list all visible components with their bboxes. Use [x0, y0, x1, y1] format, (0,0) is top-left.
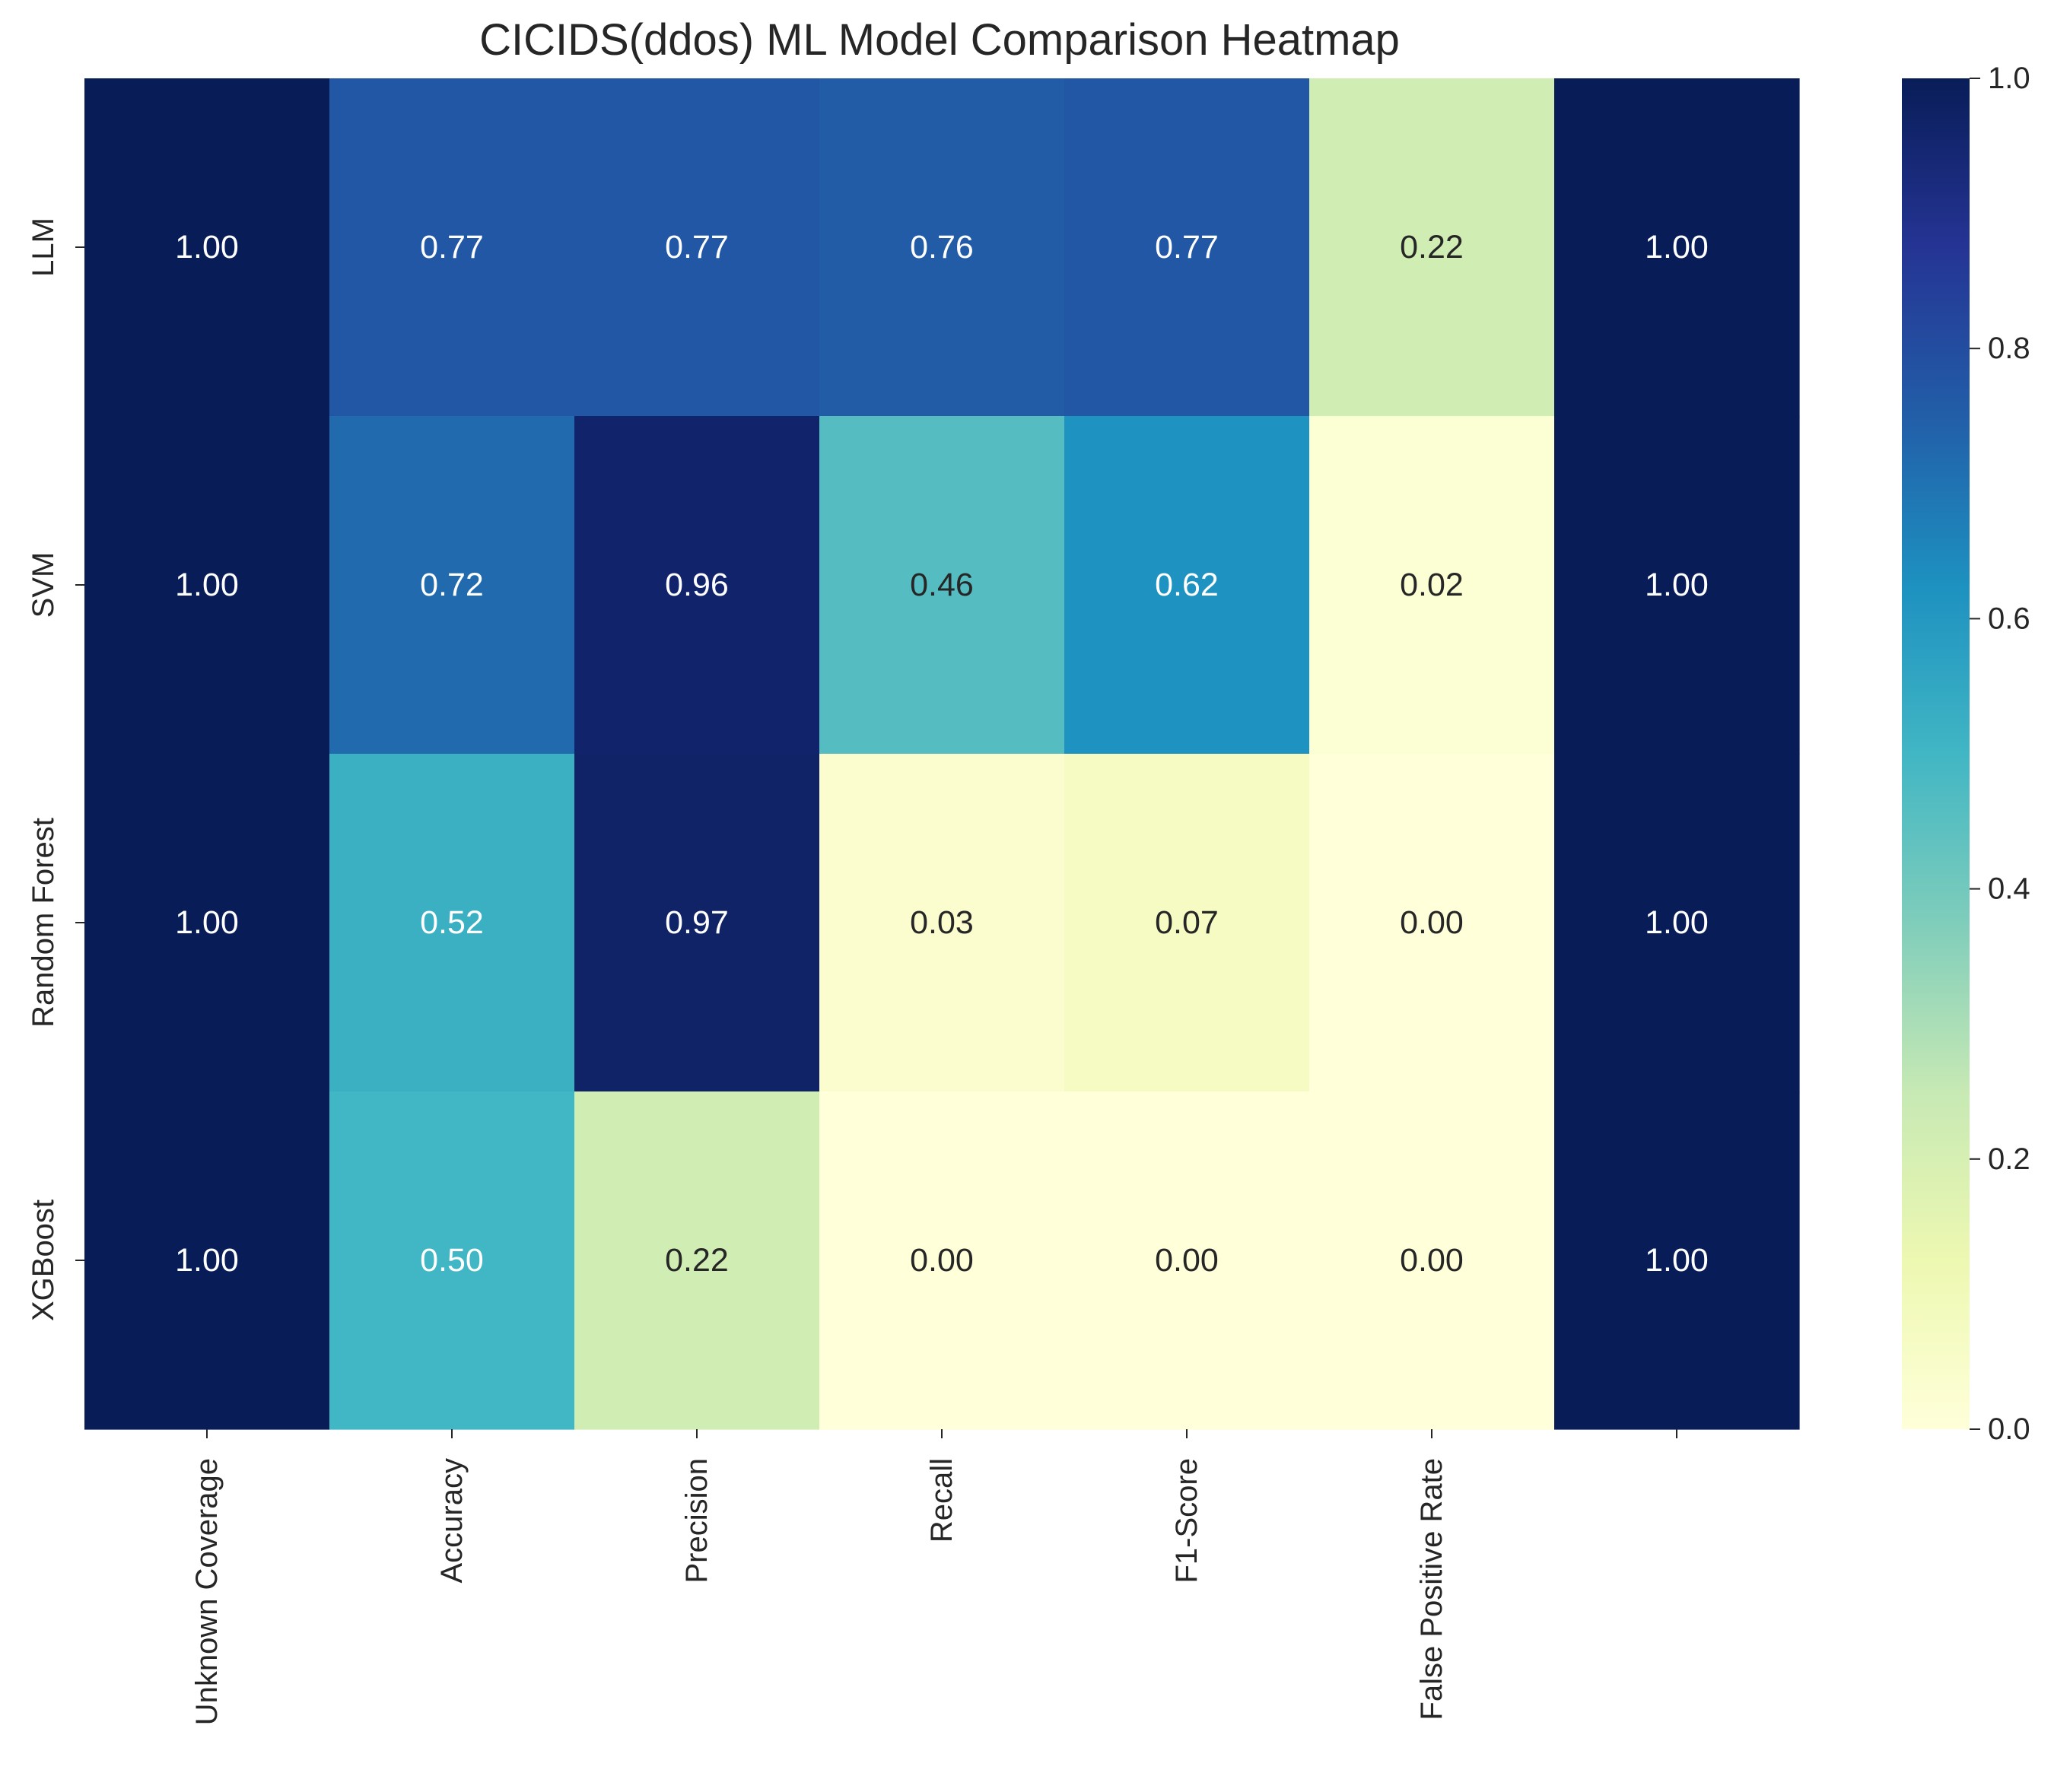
x-tick-label: Precision: [680, 1458, 714, 1584]
heatmap-cell: [1309, 78, 1555, 417]
x-tick-label: False Positive Rate: [1415, 1458, 1448, 1721]
cell-value-label: 0.62: [1155, 567, 1219, 603]
cell-value-label: 0.22: [1400, 229, 1464, 265]
chart-title: CICIDS(ddos) ML Model Comparison Heatmap: [479, 15, 1400, 65]
x-tick-label: Unknown Coverage: [190, 1458, 224, 1725]
heatmap-cell: [1554, 416, 1800, 755]
heatmap-cell: [329, 78, 575, 417]
cell-value-label: 1.00: [175, 1242, 239, 1279]
heatmap-cell: [1554, 754, 1800, 1092]
heatmap-cell: [574, 416, 820, 755]
cell-value-label: 0.50: [420, 1242, 484, 1279]
y-tick-label: SVM: [27, 552, 60, 618]
colorbar: 0.0 0.2 0.4 0.6 0.8 1.0: [1902, 62, 2030, 1446]
heatmap-cell: [819, 754, 1065, 1092]
y-tick-label: XGBoost: [27, 1199, 60, 1321]
cell-value-label: 1.00: [1645, 567, 1709, 603]
heatmap-cell: [329, 416, 575, 755]
cell-value-label: 0.77: [1155, 229, 1219, 265]
x-tick-label: F1-Score: [1170, 1458, 1204, 1584]
heatmap-cell: [574, 78, 820, 417]
cell-value-label: 0.03: [910, 904, 974, 941]
colorbar-tick-label: 0.8: [1988, 332, 2030, 365]
cell-value-label: 0.72: [420, 567, 484, 603]
colorbar-gradient: [1902, 78, 1970, 1429]
cell-value-label: 0.07: [1155, 904, 1219, 941]
cell-value-label: 0.46: [910, 567, 974, 603]
cell-value-label: 0.00: [1400, 904, 1464, 941]
heatmap-cells: [84, 78, 1800, 1430]
cell-value-label: 0.00: [1400, 1242, 1464, 1279]
cell-value-label: 0.52: [420, 904, 484, 941]
heatmap-cell: [1064, 754, 1310, 1092]
y-tick-labels: LLM SVM Random Forest XGBoost: [27, 218, 84, 1321]
colorbar-tick-label: 1.0: [1988, 62, 2030, 95]
heatmap-cell: [329, 754, 575, 1092]
cell-value-label: 1.00: [175, 904, 239, 941]
heatmap-cell: [574, 754, 820, 1092]
cell-value-label: 0.00: [910, 1242, 974, 1279]
cell-value-label: 1.00: [1645, 1242, 1709, 1279]
heatmap-cell: [1309, 416, 1555, 755]
cell-value-label: 1.00: [175, 567, 239, 603]
heatmap-cell: [819, 1091, 1065, 1430]
heatmap-cell: [1309, 1091, 1555, 1430]
heatmap-cell: [1064, 416, 1310, 755]
x-tick-label: Recall: [925, 1458, 959, 1543]
heatmap-cell: [84, 1091, 330, 1430]
heatmap-cell: [1064, 78, 1310, 417]
cell-value-label: 0.22: [665, 1242, 729, 1279]
y-tick-label: Random Forest: [27, 818, 60, 1028]
colorbar-tick-label: 0.6: [1988, 602, 2030, 635]
heatmap-cell: [84, 416, 330, 755]
cell-value-label: 1.00: [1645, 904, 1709, 941]
cell-value-label: 0.02: [1400, 567, 1464, 603]
heatmap-cell: [84, 754, 330, 1092]
cell-value-label: 0.97: [665, 904, 729, 941]
heatmap-cell: [819, 78, 1065, 417]
heatmap-cell: [1064, 1091, 1310, 1430]
cell-value-label: 0.76: [910, 229, 974, 265]
heatmap-cell: [1554, 78, 1800, 417]
cell-value-label: 0.77: [665, 229, 729, 265]
colorbar-tick-label: 0.4: [1988, 872, 2030, 906]
heatmap-cell-labels: 1.00 0.77 0.77 0.76 0.77 0.22 1.00 1.00 0.72 0.96…: [175, 229, 1709, 1279]
y-tick-label: LLM: [27, 218, 60, 277]
heatmap-cell: [1309, 754, 1555, 1092]
heatmap-cell: [329, 1091, 575, 1430]
colorbar-tick-label: 0.2: [1988, 1142, 2030, 1176]
heatmap-cell: [819, 416, 1065, 755]
cell-value-label: 1.00: [1645, 229, 1709, 265]
x-tick-label: Accuracy: [435, 1458, 469, 1584]
cell-value-label: 0.77: [420, 229, 484, 265]
heatmap-cell: [84, 78, 330, 417]
heatmap-cell: [574, 1091, 820, 1430]
heatmap-cell: [1554, 1091, 1800, 1430]
cell-value-label: 0.00: [1155, 1242, 1219, 1279]
colorbar-tick-label: 0.0: [1988, 1412, 2030, 1446]
cell-value-label: 0.96: [665, 567, 729, 603]
x-tick-labels: Unknown Coverage Accuracy Precision Recall F…: [190, 1429, 1677, 1725]
cell-value-label: 1.00: [175, 229, 239, 265]
